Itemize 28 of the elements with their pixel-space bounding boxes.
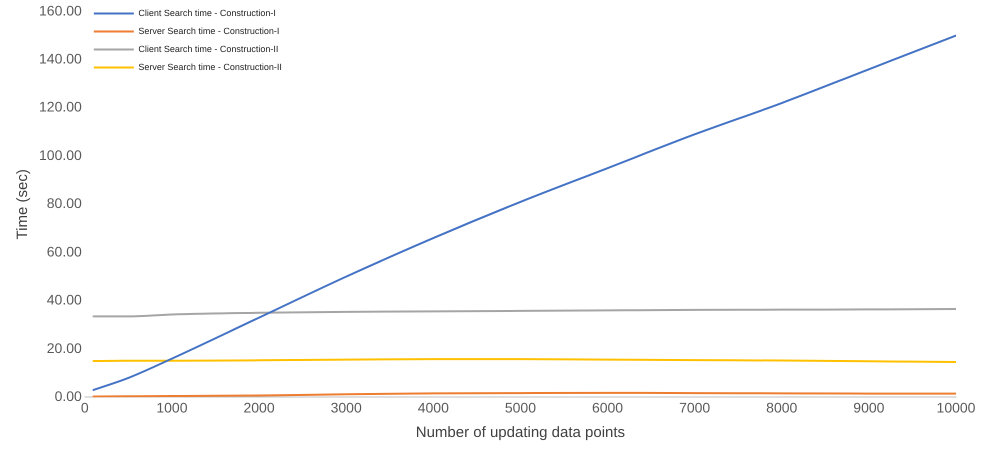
y-tick-label: 160.00 <box>38 2 82 18</box>
y-axis-title: Time (sec) <box>14 169 32 240</box>
legend-label: Server Search time - Construction-I <box>138 26 280 36</box>
y-tick-label: 80.00 <box>46 195 82 212</box>
y-tick-label: 120.00 <box>38 98 82 115</box>
x-tick-label: 6000 <box>592 399 624 416</box>
x-tick-label: 7000 <box>679 399 710 416</box>
y-tick-label: 20.00 <box>46 340 82 356</box>
line-series <box>92 34 956 391</box>
x-axis-title: Number of updating data points <box>416 424 626 442</box>
line-series <box>92 308 956 318</box>
x-tick-label: 8000 <box>766 399 798 416</box>
y-tick-label: 40.00 <box>46 292 82 308</box>
legend-label: Client Search time - Construction-II <box>138 44 278 54</box>
x-tick-label: 9000 <box>853 399 885 416</box>
y-tick-label: 100.00 <box>38 146 82 163</box>
legend-label: Client Search time - Construction-I <box>138 8 276 18</box>
y-tick-label: 140.00 <box>38 50 82 66</box>
x-tick-label: 3000 <box>330 399 362 416</box>
y-tick-label: 0.00 <box>54 388 82 404</box>
x-tick-label: 5000 <box>504 399 536 416</box>
x-tick-label: 4000 <box>418 399 450 416</box>
x-tick-label: 1000 <box>156 399 188 416</box>
x-tick-label: 0 <box>80 399 89 416</box>
legend-label: Server Search time - Construction-II <box>138 62 282 72</box>
y-tick-label: 60.00 <box>46 243 82 260</box>
x-tick-label: 2000 <box>243 399 275 416</box>
x-tick-label: 10000 <box>936 399 976 416</box>
